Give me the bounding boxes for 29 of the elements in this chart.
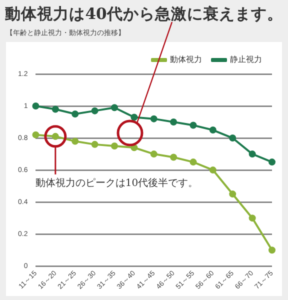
legend-label: 静止視力 xyxy=(230,55,262,64)
point xyxy=(130,144,138,152)
point xyxy=(32,102,40,110)
point xyxy=(229,134,236,142)
point xyxy=(170,118,178,126)
chart-title: 動体視力は40代から急激に衰えます。 xyxy=(4,4,284,25)
point xyxy=(110,104,118,112)
point xyxy=(170,154,178,161)
point xyxy=(248,214,256,222)
annotation: 動体視力のピークは10代後半です。 xyxy=(35,176,198,190)
point xyxy=(248,150,256,158)
point xyxy=(150,150,158,158)
point xyxy=(110,142,118,150)
point xyxy=(72,138,79,145)
point xyxy=(209,126,216,134)
point xyxy=(209,166,216,174)
point xyxy=(229,190,236,198)
point xyxy=(91,107,98,114)
point xyxy=(190,122,197,129)
point xyxy=(268,246,276,254)
point xyxy=(268,158,276,166)
point xyxy=(91,140,98,148)
point xyxy=(52,106,59,113)
point xyxy=(150,115,158,122)
legend-label: 動体視力 xyxy=(170,55,202,64)
point xyxy=(190,158,197,166)
point xyxy=(72,110,79,118)
point xyxy=(32,131,40,138)
point xyxy=(130,114,138,121)
